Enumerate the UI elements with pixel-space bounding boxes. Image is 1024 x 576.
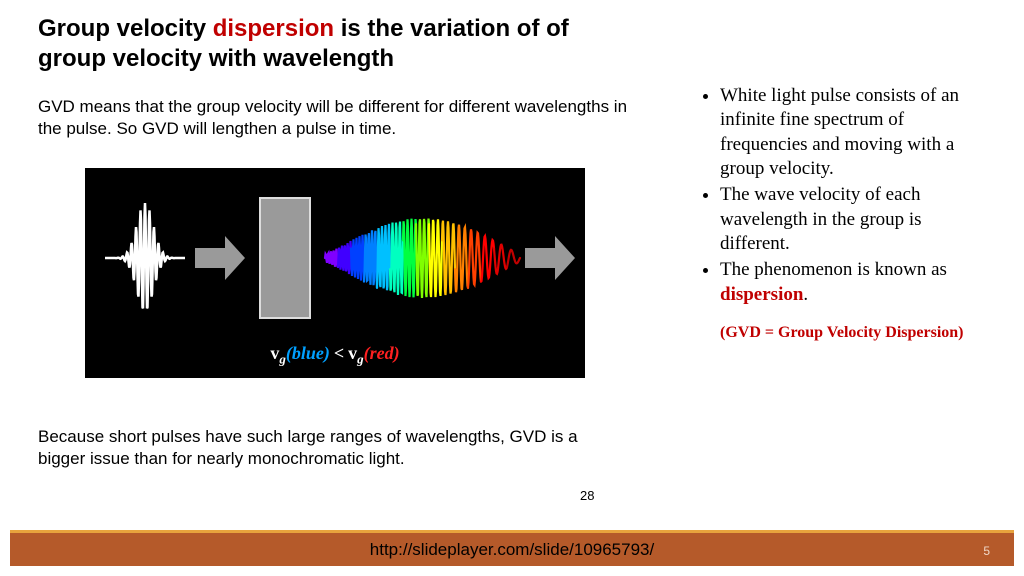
- arrow-1-icon: [195, 236, 245, 280]
- left-column: Group velocity dispersion is the variati…: [38, 14, 638, 140]
- title-pre: Group velocity: [38, 15, 213, 42]
- arrow-2-icon: [525, 236, 575, 280]
- chirped-pulse: [325, 219, 520, 298]
- bullet-2: The wave velocity of each wavelength in …: [720, 183, 990, 256]
- cap-blue: (blue): [286, 343, 330, 363]
- bullet-3-highlight: dispersion: [720, 284, 803, 305]
- bullet-1: White light pulse consists of an infinit…: [720, 84, 990, 181]
- slide: Group velocity dispersion is the variati…: [0, 0, 1024, 576]
- cap-red: (red): [364, 343, 400, 363]
- cap-lt: <: [330, 343, 348, 363]
- subtitle-text: GVD means that the group velocity will b…: [38, 96, 638, 140]
- slide-title: Group velocity dispersion is the variati…: [38, 14, 638, 74]
- right-column: White light pulse consists of an infinit…: [700, 84, 990, 343]
- bottom-text: Because short pulses have such large ran…: [38, 426, 598, 470]
- input-pulse: [105, 203, 185, 308]
- bullet-3: The phenomenon is known as dispersion.: [720, 258, 990, 307]
- gvd-note: (GVD = Group Velocity Dispersion): [700, 323, 990, 343]
- vg2: v: [348, 343, 357, 363]
- bullet-3-post: .: [803, 284, 808, 305]
- footer-page-number: 5: [983, 544, 990, 558]
- figure-caption: vg(blue)<vg(red): [85, 343, 585, 368]
- inner-page-number: 28: [580, 488, 594, 503]
- bullet-list: White light pulse consists of an infinit…: [700, 84, 990, 307]
- title-highlight: dispersion: [213, 15, 334, 42]
- medium-box: [260, 198, 310, 318]
- dispersion-figure: vg(blue)<vg(red): [85, 168, 585, 378]
- footer-url: http://slideplayer.com/slide/10965793/: [0, 540, 1024, 560]
- bullet-3-pre: The phenomenon is known as: [720, 259, 947, 280]
